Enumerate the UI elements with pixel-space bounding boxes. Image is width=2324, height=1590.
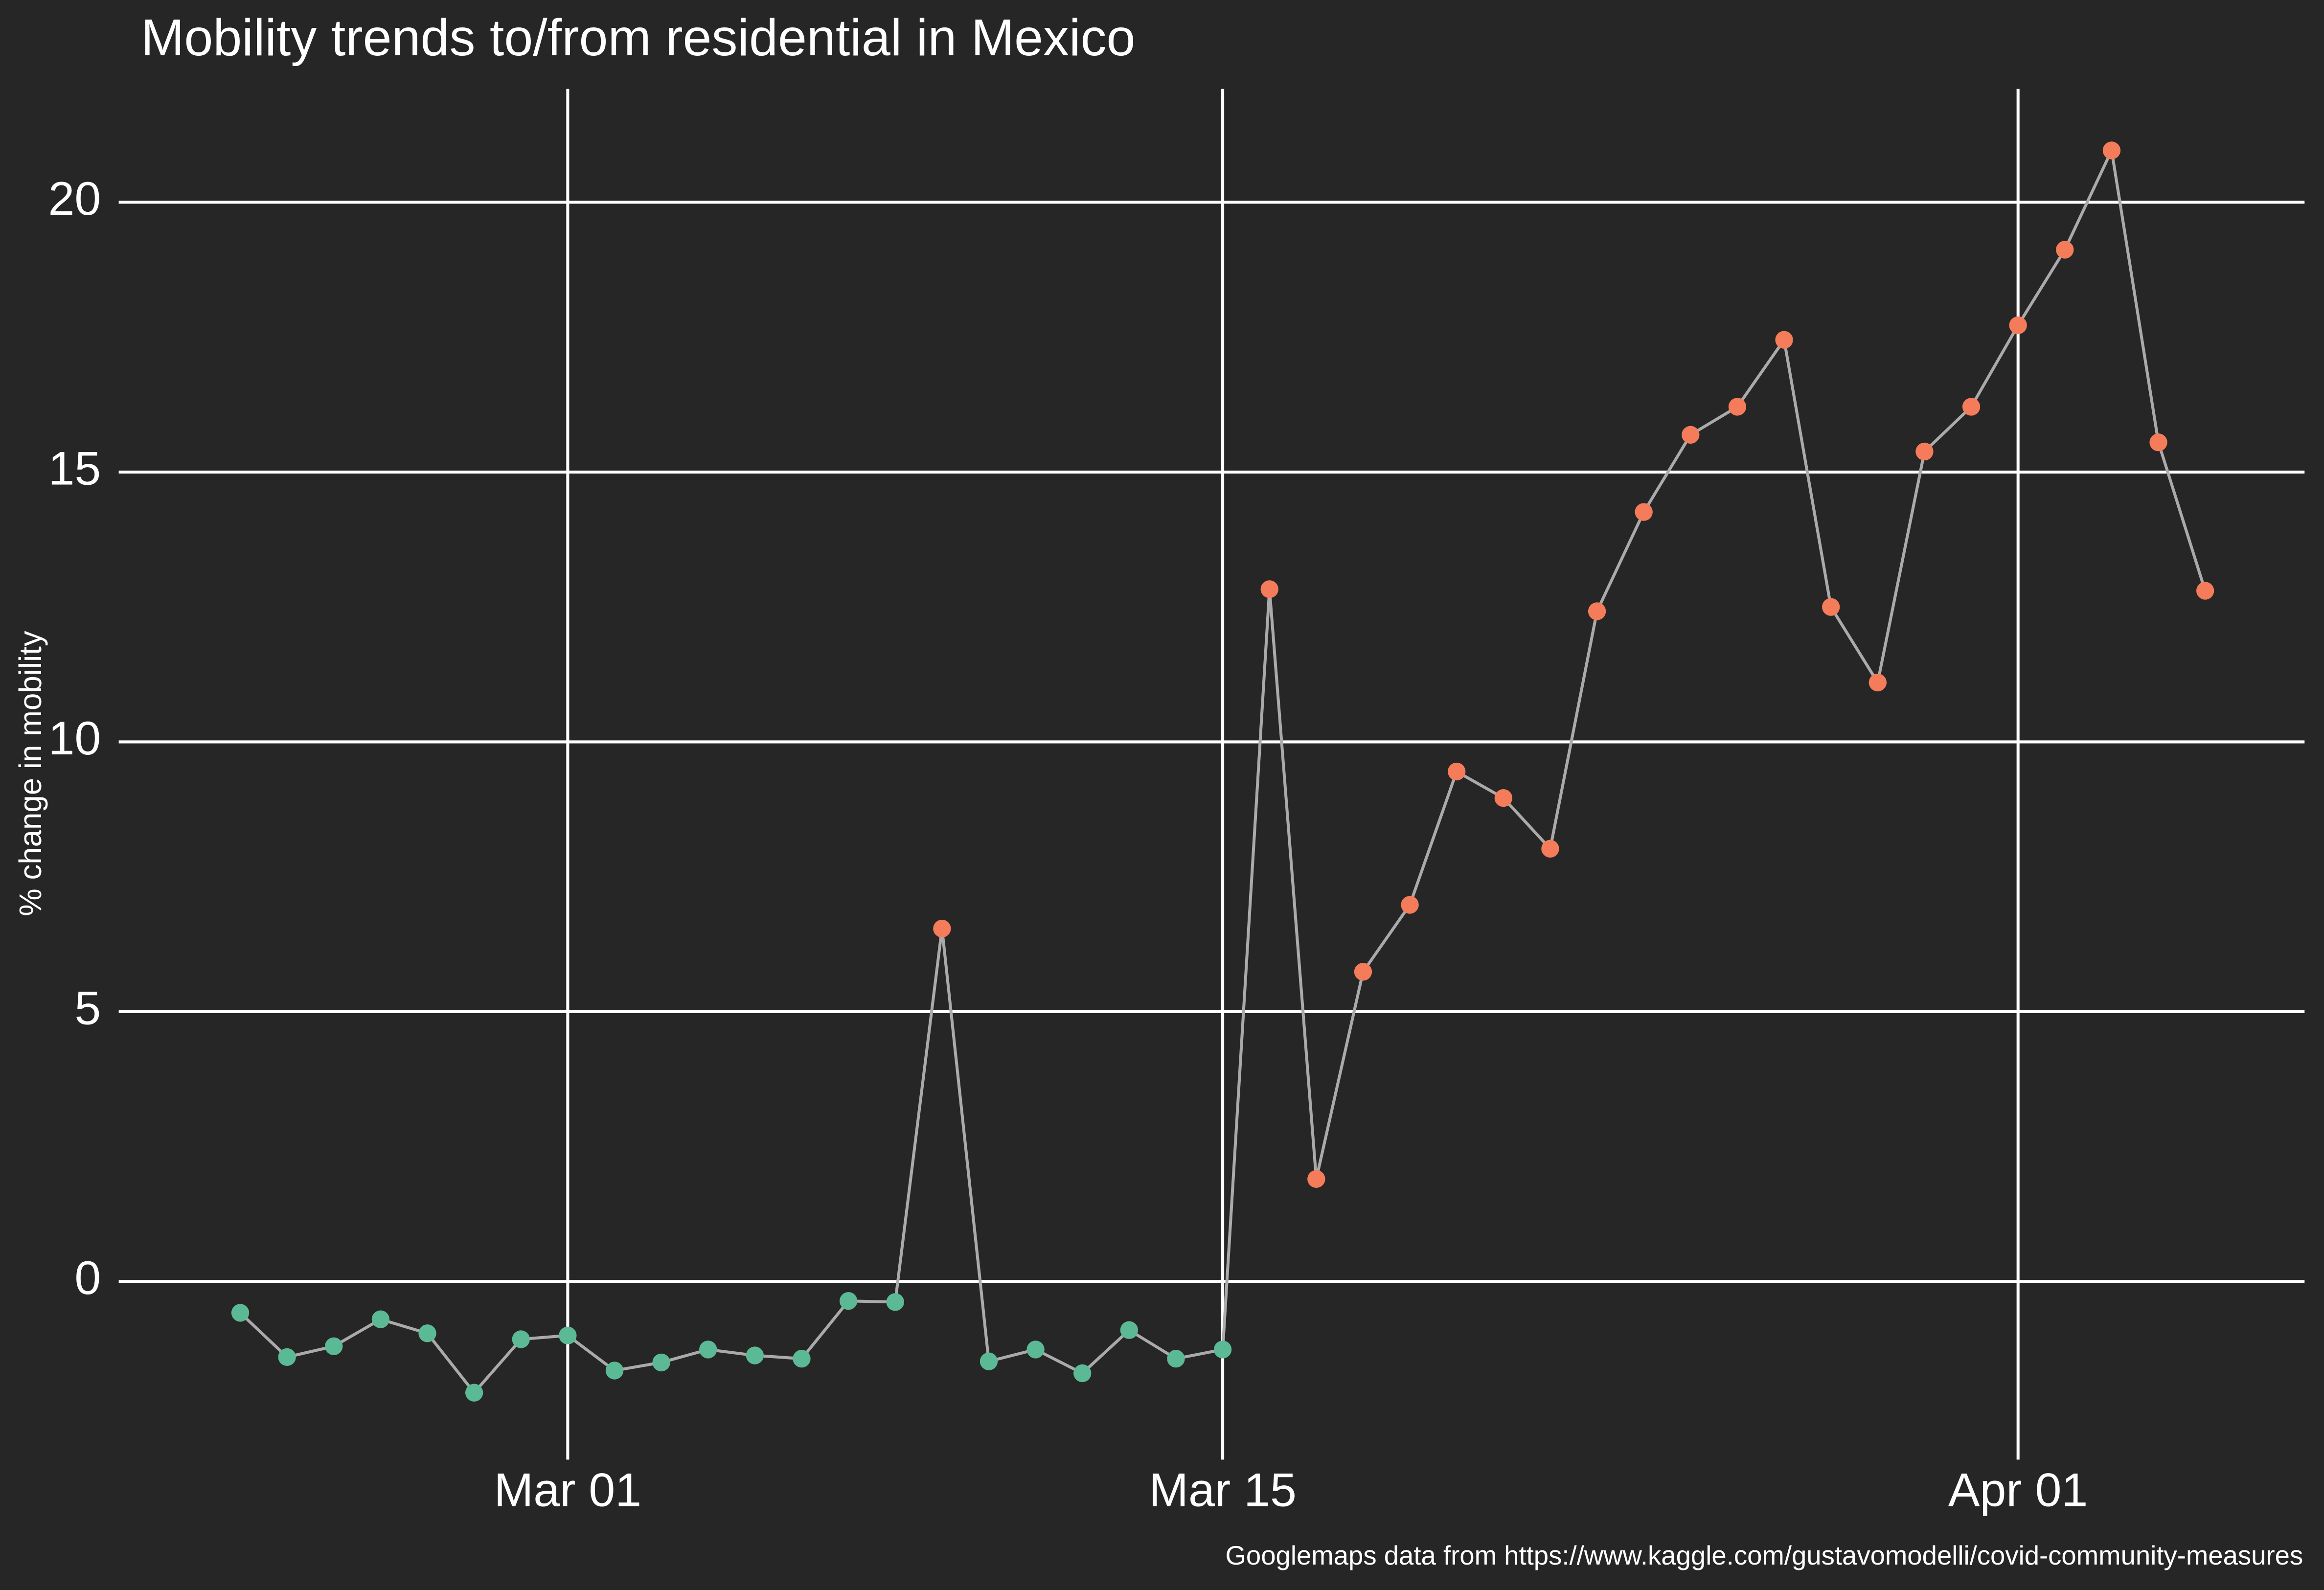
data-point (793, 1350, 811, 1368)
data-point (2102, 141, 2121, 159)
x-tick-label: Mar 01 (494, 1463, 642, 1517)
data-point (1307, 1170, 1325, 1188)
y-tick-label: 5 (74, 981, 101, 1035)
data-point (933, 919, 951, 938)
data-point (1213, 1340, 1232, 1359)
y-tick-label: 20 (48, 172, 101, 225)
y-tick-label: 10 (48, 711, 101, 765)
data-point (699, 1340, 717, 1359)
data-point (512, 1330, 530, 1348)
data-point (2056, 241, 2074, 259)
data-point (418, 1324, 436, 1342)
data-point (1588, 602, 1606, 620)
plot-area (231, 141, 2214, 1402)
chart-title: Mobility trends to/from residential in M… (141, 9, 1135, 67)
data-point (652, 1353, 670, 1372)
data-point (886, 1293, 904, 1311)
data-point (1962, 398, 1981, 416)
data-point (231, 1304, 250, 1322)
x-tick-label: Apr 01 (1948, 1463, 2088, 1517)
data-point (1167, 1350, 1185, 1368)
data-point (465, 1384, 483, 1402)
data-point (1073, 1364, 1092, 1383)
grid: 0 5 10 15 20 Mar 01 Mar 15 Apr 01 (48, 89, 2305, 1517)
data-point (2009, 316, 2027, 335)
y-tick-label: 0 (74, 1251, 101, 1304)
data-point (1868, 673, 1887, 692)
data-point (746, 1346, 764, 1364)
data-point (1822, 598, 1840, 616)
data-point (1448, 762, 1466, 781)
data-point (1728, 398, 1747, 416)
data-point (1541, 840, 1559, 858)
data-point (1775, 331, 1793, 349)
data-point (2196, 582, 2214, 600)
data-point (325, 1337, 343, 1355)
y-tick-label: 15 (48, 442, 101, 495)
data-point (1120, 1321, 1139, 1339)
data-point (1494, 789, 1512, 807)
data-point (980, 1352, 998, 1370)
x-tick-label: Mar 15 (1149, 1463, 1297, 1517)
data-point (278, 1348, 296, 1366)
data-point (1401, 896, 1419, 914)
data-point (605, 1362, 624, 1380)
data-point (1682, 426, 1700, 444)
data-point (839, 1292, 858, 1310)
data-point (1260, 580, 1278, 598)
data-point (1635, 503, 1653, 521)
data-point (1915, 442, 1934, 461)
caption: Googlemaps data from https://www.kaggle.… (1225, 1541, 2303, 1570)
data-point (371, 1310, 390, 1328)
data-point (2149, 433, 2167, 452)
y-axis-label: % change in mobility (13, 631, 48, 916)
data-point (1354, 963, 1372, 981)
data-point (1026, 1340, 1045, 1359)
data-point (559, 1326, 577, 1344)
